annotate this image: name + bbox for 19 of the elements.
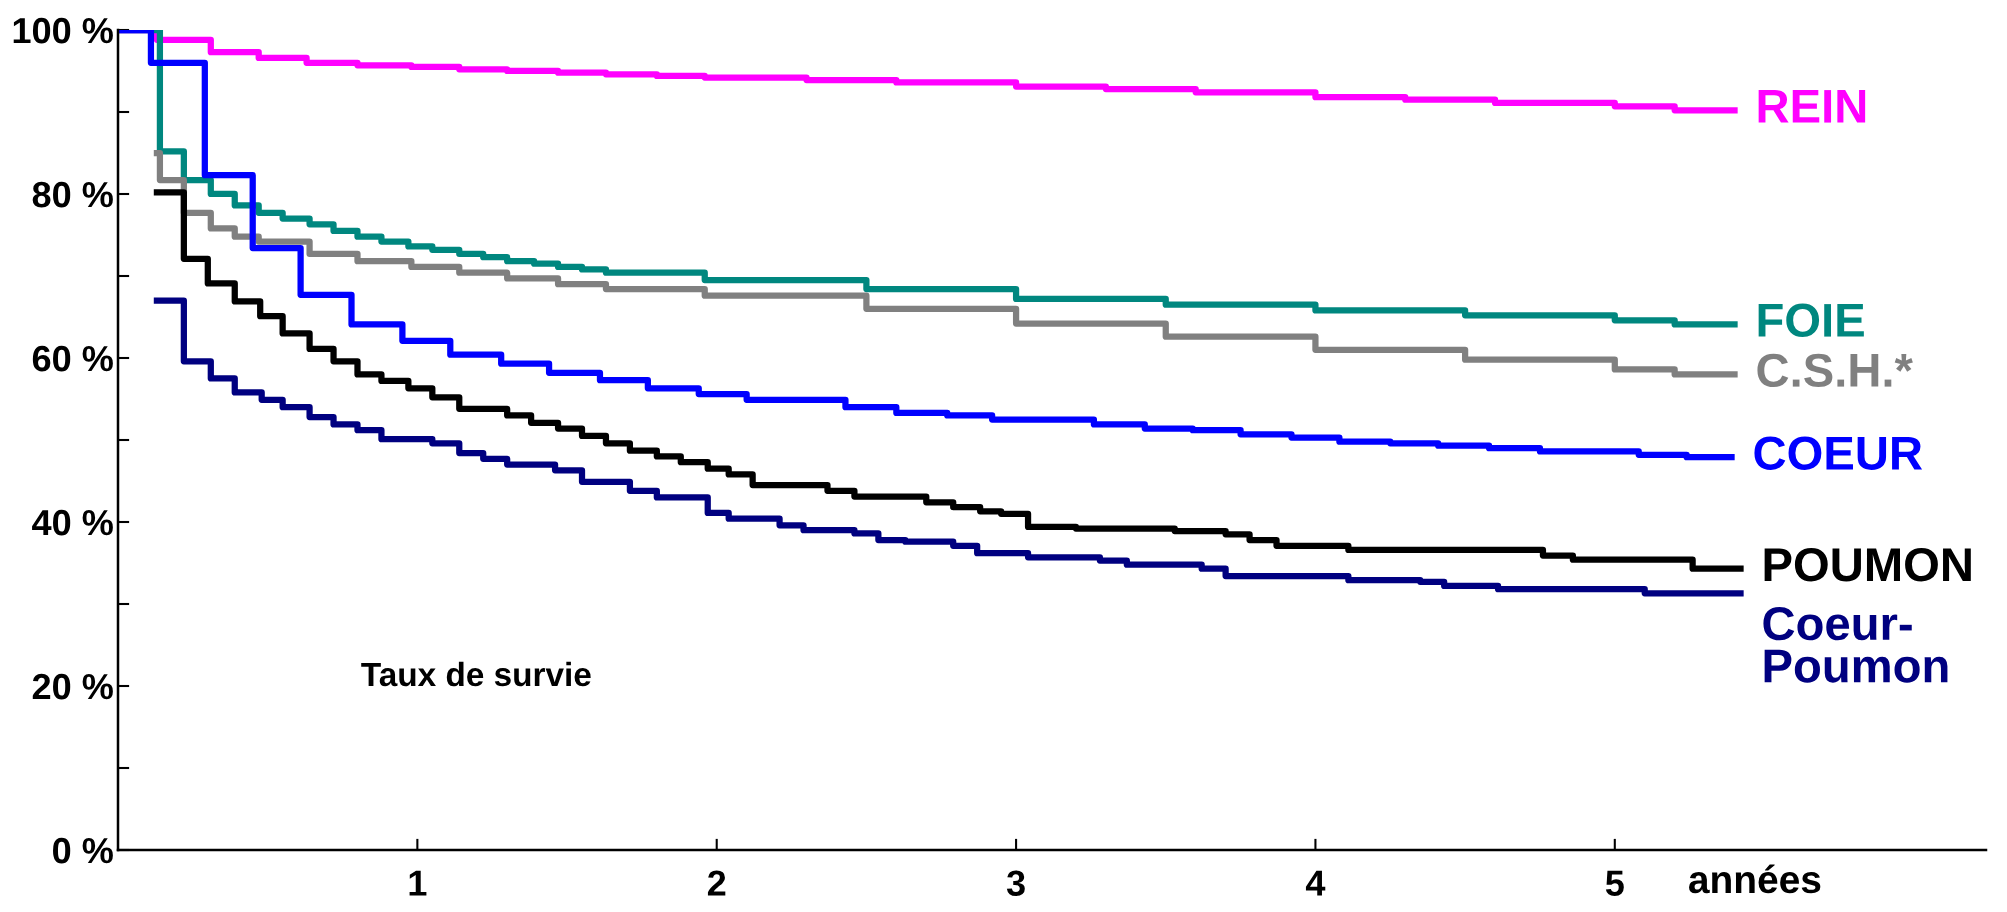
series-label: C.S.H.* (1757, 353, 1913, 388)
series-label: COEUR (1754, 436, 1923, 470)
x-tick-label: 2 (707, 870, 726, 896)
x-axis-title: années (1689, 864, 1821, 894)
series-label: Coeur- Poumon (1763, 606, 1948, 683)
x-tick-label: 1 (409, 870, 427, 896)
y-tick-label: 80 % (32, 181, 113, 208)
y-tick-label: 60 % (32, 345, 113, 372)
annotation: Taux de survie (361, 661, 591, 687)
y-tick-label: 100 % (13, 17, 113, 44)
series-label: POUMON (1764, 547, 1971, 582)
y-tick-label: 0 % (53, 837, 113, 864)
y-tick-label: 40 % (32, 509, 113, 536)
y-tick-label: 20 % (32, 673, 113, 700)
x-tick-label: 5 (1605, 870, 1624, 896)
series-label: FOIE (1758, 303, 1864, 338)
x-tick-label: 4 (1305, 870, 1326, 896)
series-label: REIN (1758, 90, 1866, 123)
x-tick-label: 3 (1006, 870, 1025, 897)
